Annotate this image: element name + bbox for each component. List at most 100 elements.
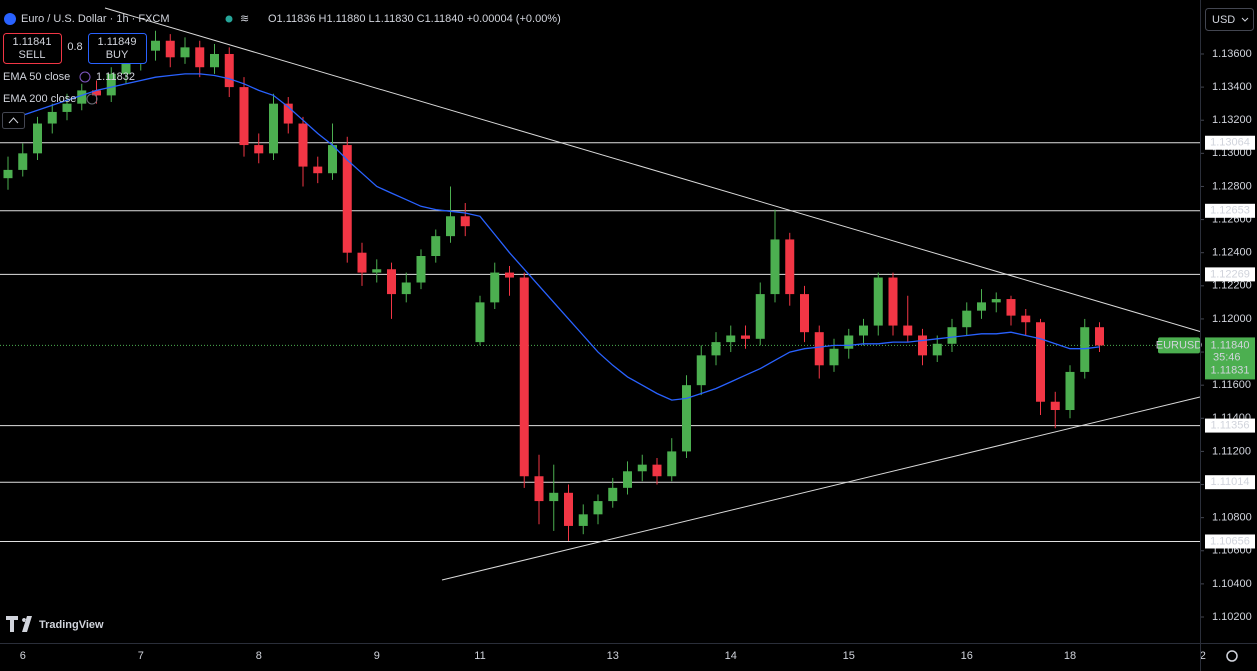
ema-axis-label: 1.11831 [1211,364,1250,376]
candle-body [741,335,750,339]
candle-body [844,335,854,349]
candle-body [269,103,278,154]
level-label-box [1205,418,1255,433]
candle-body [342,145,352,253]
sell-price[interactable]: 1.11841 [13,36,52,48]
candle-body [416,256,426,283]
candle-body [490,272,500,303]
candle-body [711,342,721,356]
candle-body [785,239,795,295]
candle-body [564,492,573,526]
level-label: 1.11014 [1211,476,1250,488]
x-tick-label: 9 [374,650,380,662]
candle-body [62,103,72,112]
brand-name: TradingView [39,619,104,631]
level-label-box [1205,475,1255,490]
candle-body [283,103,293,124]
candle-body [165,40,175,58]
candle-body [121,62,131,74]
x-tick-label: 7 [138,650,144,662]
y-tick-label: 1.13000 [1212,147,1252,159]
currency-button[interactable] [1205,8,1254,31]
candle-body [859,325,868,336]
candle-body [77,90,87,104]
x-tick-label: 11 [474,650,485,662]
ema200-hidden-icon[interactable] [86,93,98,105]
sell-label[interactable]: SELL [19,49,46,61]
x-tick-label: 18 [1064,650,1076,662]
candle-body [1021,315,1031,323]
candle-body [3,169,13,179]
last-price-label: 1.11840 [1211,339,1250,351]
level-label: 1.12653 [1210,205,1250,217]
candle-body [180,47,190,58]
last-price-box [1205,337,1255,380]
y-tick-label: 1.10200 [1212,611,1252,623]
candle-body [401,282,411,295]
candle-body [991,299,1001,303]
market-status [225,15,233,23]
ema-line [7,73,1100,401]
candle-body [357,252,367,273]
candle-body [254,145,264,154]
candle-body [328,145,337,174]
candle-body [431,236,441,257]
dropdown-icon [1241,17,1249,22]
buy-label[interactable]: BUY [106,49,129,61]
candle-body [770,239,780,295]
sell-button[interactable] [3,33,62,64]
candle-body [460,216,470,227]
buy-button[interactable] [88,33,147,64]
candle-body [1095,327,1104,346]
y-tick-label: 1.10400 [1212,578,1252,590]
candle-body [652,464,662,477]
symbol-label: EURUSD [1156,339,1203,351]
level-label: 1.11356 [1211,419,1250,431]
x-tick-label: 2 [1200,650,1206,662]
x-tick-label: 14 [725,650,737,662]
candle-body [608,487,618,502]
x-tick-label: 6 [20,650,26,662]
y-tick-label: 1.12400 [1212,247,1252,259]
candle-body [106,73,116,96]
candle-body [505,272,514,278]
spread: 0.8 [67,41,82,53]
settings-button[interactable] [1226,650,1238,662]
symbol-icon [4,13,16,25]
trend-line [104,7,1201,332]
candle-body [814,332,824,366]
candle-body [667,451,677,477]
candle-body [800,294,809,333]
trend-line [441,396,1201,581]
candle-body [92,90,101,96]
candle-body [519,277,529,477]
symbol-label-box [1158,337,1200,354]
candle-body [947,327,957,344]
y-tick-label: 1.13600 [1212,48,1252,60]
candle-body [1080,327,1090,372]
candle-body [578,514,588,526]
candle-body [903,325,913,336]
candle-body [534,476,544,502]
level-label: 1.10656 [1210,535,1250,547]
candle-body [726,335,736,343]
candle-body [623,471,632,488]
candle-body [918,335,927,356]
buy-price[interactable]: 1.11849 [98,36,137,48]
candle-body [1036,322,1045,402]
currency[interactable]: USD [1212,14,1235,26]
candle-body [224,53,234,88]
y-tick-label: 1.12800 [1212,180,1252,192]
level-label-box [1205,203,1255,218]
y-tick-label: 1.11200 [1212,445,1251,457]
collapse-button[interactable] [2,112,25,129]
ohlc-values: O1.11836 H1.11880 L1.11830 C1.11840 +0.0… [268,13,561,25]
level-label: 1.12269 [1210,268,1250,280]
chart-title: Euro / U.S. Dollar · 1h · FXCM [21,13,170,25]
candle-body [195,47,205,68]
y-tick-label: 1.13400 [1212,81,1252,93]
level-label-box [1205,534,1255,549]
candle-body [962,310,972,328]
